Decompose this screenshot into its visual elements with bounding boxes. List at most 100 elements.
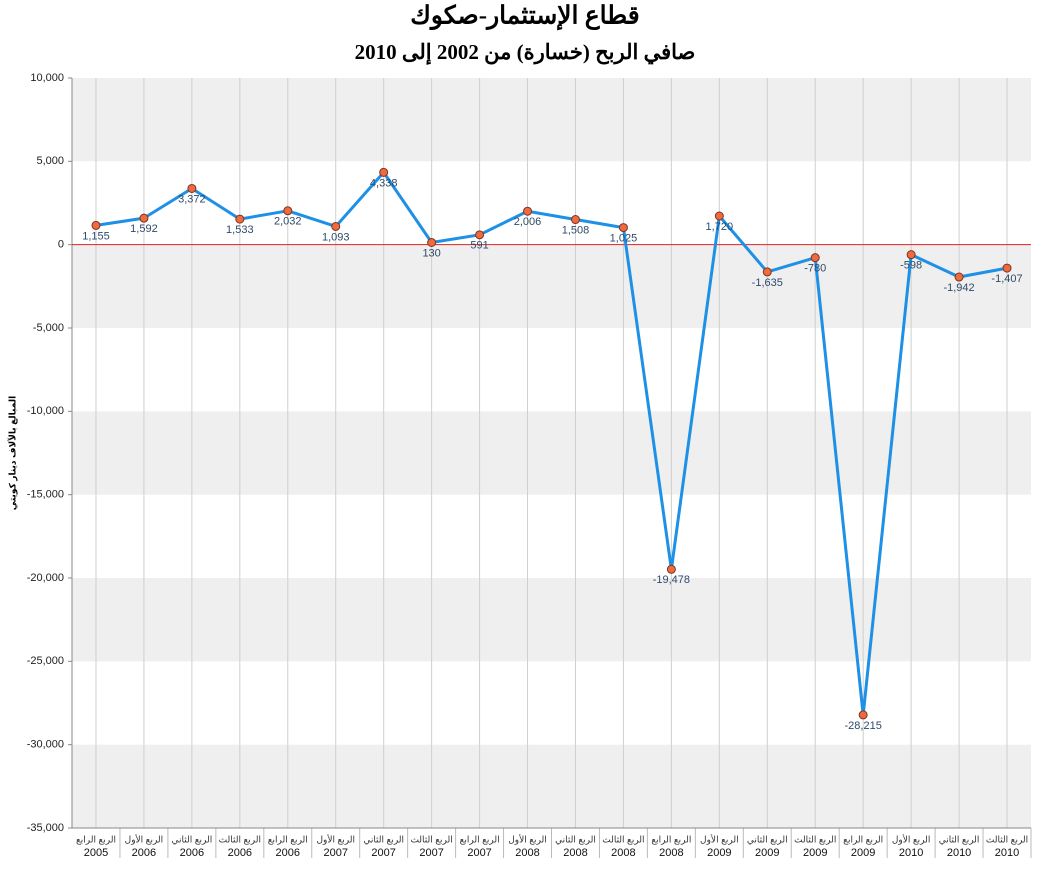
data-point — [1002, 263, 1012, 273]
data-label: 130 — [422, 247, 440, 259]
data-label: 591 — [470, 240, 488, 252]
x-tick-label: الربع الرابع — [268, 834, 308, 844]
x-tick-label: 2006 — [180, 847, 204, 859]
x-tick-label: 2008 — [515, 847, 539, 859]
data-label: 2,032 — [274, 216, 302, 228]
x-tick-label: الربع الثالث — [410, 834, 452, 844]
data-label: 1,025 — [610, 232, 638, 244]
grid-band — [72, 494, 1031, 578]
data-label: -780 — [804, 263, 826, 275]
y-tick-label: -5,000 — [33, 322, 64, 334]
data-point — [762, 267, 772, 277]
x-tick-label: 2008 — [563, 847, 587, 859]
x-tick-label: 2007 — [323, 847, 347, 859]
x-tick-label: الربع الأول — [316, 833, 355, 844]
x-tick-label: الربع الثاني — [747, 834, 788, 844]
data-label: 1,155 — [82, 230, 110, 242]
chart-subtitle: صافي الربح (خسارة) من 2002 إلى 2010 — [355, 40, 696, 65]
x-tick-label: الربع الثالث — [219, 834, 261, 844]
y-tick-label: -25,000 — [27, 655, 64, 667]
y-tick-label: -30,000 — [27, 739, 64, 751]
x-tick-label: 2007 — [371, 847, 395, 859]
chart-title: قطاع الإستثمار-صكوك — [410, 3, 640, 31]
x-tick-label: الربع الثالث — [794, 834, 836, 844]
data-label: 1,720 — [706, 221, 734, 233]
grid-band — [72, 244, 1031, 328]
data-point — [570, 215, 580, 225]
y-tick-label: -15,000 — [27, 489, 64, 501]
x-tick-label: 2006 — [228, 847, 252, 859]
data-label: 1,592 — [130, 223, 158, 235]
data-point — [331, 221, 341, 231]
y-tick-label: 0 — [58, 239, 64, 251]
data-line — [95, 170, 1008, 717]
x-tick-label: 2009 — [851, 847, 875, 859]
x-tick-label: 2006 — [132, 847, 156, 859]
x-tick-label: الربع الأول — [892, 833, 931, 844]
y-tick-label: -20,000 — [27, 572, 64, 584]
x-tick-label: 2010 — [995, 847, 1019, 859]
x-tick-label: 2006 — [276, 847, 300, 859]
y-axis-label: المبالغ بالآلاف دينار كويتي — [6, 396, 18, 510]
y-tick-label: 5,000 — [36, 155, 64, 167]
x-tick-label: 2009 — [803, 847, 827, 859]
x-tick-label: الربع الرابع — [76, 834, 116, 844]
x-tick-label: 2009 — [707, 847, 731, 859]
grid-band — [72, 411, 1031, 495]
x-tick-label: 2007 — [467, 847, 491, 859]
data-point — [954, 272, 964, 282]
x-tick-label: الربع الثالث — [986, 834, 1028, 844]
y-tick-label: 10,000 — [30, 72, 64, 84]
x-tick-label: 2009 — [755, 847, 779, 859]
data-point — [475, 230, 485, 240]
data-label: -1,942 — [943, 282, 974, 294]
x-tick-label: الربع الثاني — [555, 834, 596, 844]
data-label: -1,407 — [991, 273, 1022, 285]
x-tick-label: 2005 — [84, 847, 108, 859]
grid-band — [72, 161, 1031, 245]
y-tick-label: -10,000 — [27, 405, 64, 417]
x-tick-label: الربع الأول — [125, 833, 164, 844]
data-label: -19,478 — [653, 574, 690, 586]
x-tick-label: 2008 — [659, 847, 683, 859]
x-tick-label: 2008 — [611, 847, 635, 859]
grid-band — [72, 578, 1031, 662]
data-label: 1,093 — [322, 231, 350, 243]
data-label: 1,533 — [226, 224, 254, 236]
data-label: 3,372 — [178, 193, 206, 205]
grid-band — [72, 328, 1031, 412]
data-point — [379, 167, 389, 177]
data-point — [810, 253, 820, 263]
data-point — [714, 211, 724, 221]
data-point — [91, 220, 101, 230]
data-label: 4,338 — [370, 177, 398, 189]
x-tick-label: 2010 — [899, 847, 923, 859]
data-label: -28,215 — [845, 720, 882, 732]
x-tick-label: 2007 — [419, 847, 443, 859]
x-tick-label: الربع الأول — [700, 833, 739, 844]
x-tick-label: الربع الأول — [508, 833, 547, 844]
data-point — [187, 183, 197, 193]
data-point — [283, 206, 293, 216]
data-point — [523, 206, 533, 216]
grid-band — [72, 744, 1031, 828]
data-label: -598 — [900, 260, 922, 272]
y-tick-label: -35,000 — [27, 822, 64, 834]
data-point — [618, 223, 628, 233]
grid-band — [72, 78, 1031, 162]
x-tick-label: الربع الرابع — [460, 834, 500, 844]
data-point — [858, 710, 868, 720]
x-tick-label: الربع الثاني — [939, 834, 980, 844]
x-tick-label: الربع الثالث — [602, 834, 644, 844]
data-point — [906, 250, 916, 260]
x-tick-label: الربع الرابع — [843, 834, 883, 844]
data-point — [235, 214, 245, 224]
data-label: 1,508 — [562, 224, 590, 236]
data-point — [427, 238, 437, 247]
data-point — [666, 564, 676, 574]
x-tick-label: الربع الثاني — [172, 834, 213, 844]
data-point — [139, 213, 149, 223]
x-tick-label: 2010 — [947, 847, 971, 859]
data-label: -1,635 — [752, 277, 783, 289]
